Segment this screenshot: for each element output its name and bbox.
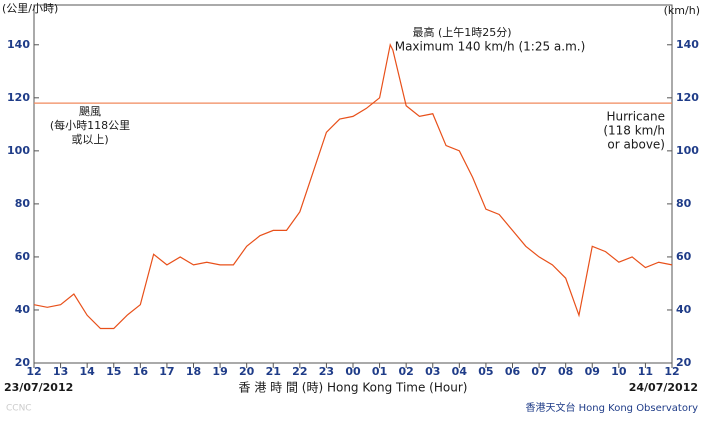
x-tick-label: 08 xyxy=(558,365,573,378)
x-tick-label: 00 xyxy=(345,365,361,378)
x-axis-label: 香 港 時 間 (時) Hong Kong Time (Hour) xyxy=(239,381,468,395)
end-date: 24/07/2012 xyxy=(629,381,698,394)
threshold-label: Hurricane xyxy=(606,110,665,124)
x-tick-label: 05 xyxy=(478,365,493,378)
y-tick-label: 140 xyxy=(7,38,30,51)
threshold-label: (每小時118公里 xyxy=(50,118,130,132)
x-tick-label: 02 xyxy=(399,365,414,378)
x-tick-label: 09 xyxy=(585,365,600,378)
x-tick-label: 04 xyxy=(452,365,468,378)
start-date: 23/07/2012 xyxy=(4,381,73,394)
x-tick-label: 03 xyxy=(425,365,440,378)
y2-tick-label: 80 xyxy=(676,197,692,210)
threshold-label: or above) xyxy=(607,138,665,152)
x-tick-label: 14 xyxy=(80,365,96,378)
threshold-label: (118 km/h xyxy=(603,124,665,138)
x-tick-label: 22 xyxy=(292,365,307,378)
x-tick-label: 10 xyxy=(611,365,627,378)
y2-tick-label: 140 xyxy=(676,38,699,51)
x-tick-label: 20 xyxy=(239,365,255,378)
y-tick-label: 100 xyxy=(7,144,30,157)
y-tick-label: 20 xyxy=(15,356,31,369)
y-tick-label: 40 xyxy=(15,303,31,316)
y-tick-label: 60 xyxy=(15,250,31,263)
max-annotation: 最高 (上午1時25分) xyxy=(412,25,511,39)
x-tick-label: 21 xyxy=(266,365,281,378)
y2-tick-label: 60 xyxy=(676,250,692,263)
y2-tick-label: 120 xyxy=(676,91,699,104)
x-tick-label: 01 xyxy=(372,365,387,378)
source: 香港天文台 Hong Kong Observatory xyxy=(525,401,698,414)
x-tick-label: 17 xyxy=(159,365,174,378)
x-tick-label: 12 xyxy=(664,365,679,378)
x-tick-label: 07 xyxy=(531,365,546,378)
x-tick-label: 16 xyxy=(133,365,149,378)
y-unit-right: (km/h) xyxy=(664,4,700,17)
threshold-label: 颶風 xyxy=(79,105,101,118)
threshold-label: 或以上) xyxy=(71,133,108,146)
max-annotation: Maximum 140 km/h (1:25 a.m.) xyxy=(395,40,586,54)
x-tick-label: 11 xyxy=(638,365,653,378)
y-tick-label: 80 xyxy=(15,197,31,210)
y-unit-left: (公里/小時) xyxy=(2,2,58,15)
watermark: CCNC xyxy=(6,404,32,414)
x-tick-label: 19 xyxy=(212,365,227,378)
x-tick-label: 18 xyxy=(186,365,201,378)
y-tick-label: 120 xyxy=(7,91,30,104)
y2-tick-label: 100 xyxy=(676,144,699,157)
x-tick-label: 12 xyxy=(26,365,41,378)
y2-tick-label: 20 xyxy=(676,356,692,369)
wind-line xyxy=(33,42,673,330)
x-tick-label: 23 xyxy=(319,365,334,378)
x-tick-label: 13 xyxy=(53,365,68,378)
x-tick-label: 06 xyxy=(505,365,521,378)
y2-tick-label: 40 xyxy=(676,303,692,316)
x-tick-label: 15 xyxy=(106,365,121,378)
